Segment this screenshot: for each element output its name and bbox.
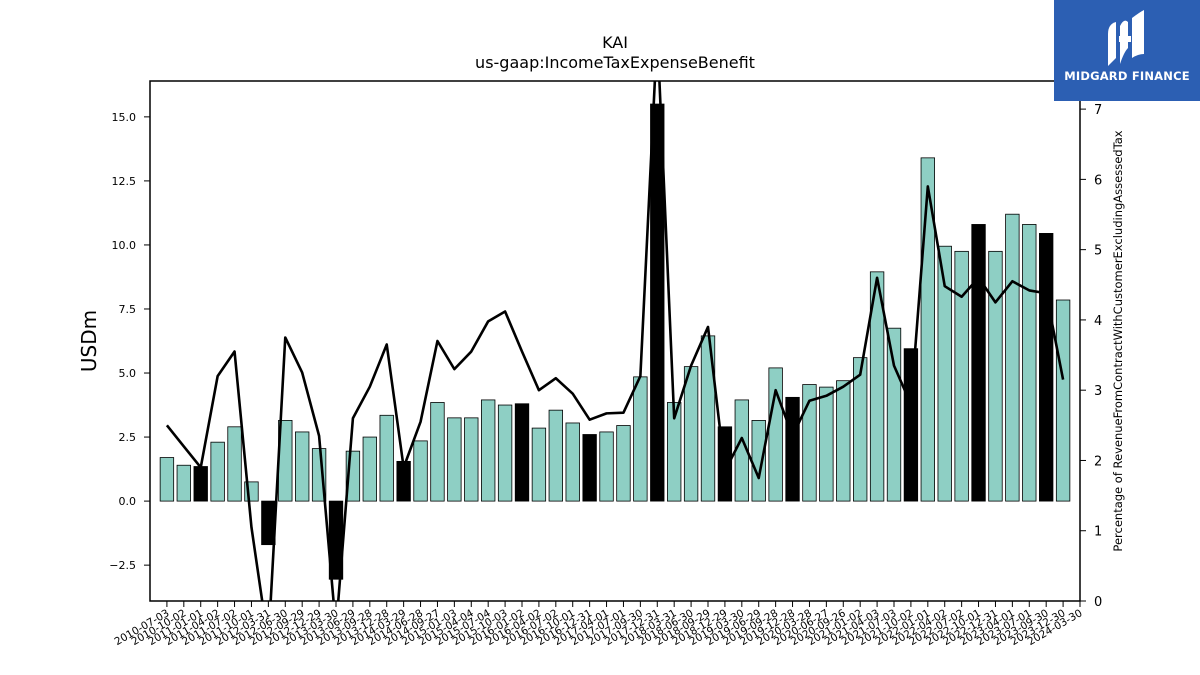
bar-2023-12-30 — [1055, 299, 1071, 502]
bar-2012-09-29 — [295, 431, 310, 502]
bar-2020-03-28 — [802, 384, 817, 502]
y-tick-label: 7.5 — [119, 303, 137, 316]
bar-2013-12-28 — [379, 414, 394, 502]
bar-2011-07-02 — [227, 426, 242, 502]
midgard-finance-logo: MIDGARD FINANCE — [1054, 0, 1200, 101]
bar-2019-06-29 — [751, 420, 766, 502]
bar-2017-07-01 — [616, 425, 631, 502]
y-axis-label: USDm — [77, 310, 101, 372]
bar-2016-12-31 — [582, 434, 597, 502]
y-tick-label: −2.5 — [109, 559, 136, 572]
bar-2021-04-03 — [869, 271, 885, 502]
y2-tick-label: 5 — [1094, 244, 1102, 259]
y2-tick-label: 1 — [1094, 525, 1102, 540]
bar-2023-04-01 — [1005, 213, 1020, 502]
bar-2016-07-02 — [548, 409, 563, 502]
bar-2016-04-02 — [531, 427, 547, 502]
percentage-series — [165, 81, 1065, 601]
bar-2011-04-02 — [210, 441, 225, 502]
y-tick-label: 5.0 — [119, 367, 137, 380]
y-tick-label: 2.5 — [119, 431, 137, 444]
bar-2023-07-01 — [1022, 224, 1037, 502]
y-tick-label: 15.0 — [112, 111, 137, 124]
bar-series — [159, 103, 1071, 580]
midgard-logo-icon — [1108, 10, 1144, 66]
bar-2020-06-27 — [819, 386, 834, 502]
y2-tick-label: 0 — [1094, 595, 1102, 610]
bar-2020-09-26 — [836, 380, 851, 502]
bar-2015-07-04 — [481, 399, 496, 502]
bar-2023-09-30 — [1039, 233, 1054, 502]
bar-2016-10-01 — [565, 422, 580, 502]
bar-2022-07-02 — [954, 250, 969, 502]
bar-2021-07-03 — [886, 327, 902, 502]
x-axis-ticks: 2010-07-032010-10-022011-01-012011-04-02… — [113, 601, 1085, 648]
y2-tick-label: 7 — [1094, 103, 1102, 118]
bar-2017-09-30 — [633, 376, 648, 502]
chart-title: KAI — [602, 33, 628, 52]
y-tick-label: 0.0 — [119, 495, 137, 508]
percentage-line — [165, 81, 1065, 601]
y2-axis-ticks: 0 1 2 3 4 5 6 7 — [1080, 103, 1102, 610]
plot-frame — [149, 80, 1081, 602]
logo-text: MIDGARD FINANCE — [1064, 69, 1190, 83]
bar-2019-12-28 — [785, 396, 800, 502]
y-axis-ticks: −2.5 0.0 2.5 5.0 7.5 10.0 12.5 15.0 — [109, 111, 150, 572]
bar-2015-10-03 — [497, 404, 513, 502]
bar-2022-12-31 — [988, 250, 1003, 502]
chart-subtitle: us-gaap:IncomeTaxExpenseBenefit — [475, 53, 755, 72]
bar-2016-01-02 — [514, 403, 530, 502]
bar-2015-01-03 — [447, 417, 462, 502]
bar-2022-10-01 — [971, 224, 986, 502]
bar-2021-10-02 — [903, 348, 919, 502]
bar-2015-04-04 — [464, 417, 479, 502]
y2-tick-label: 4 — [1094, 314, 1102, 329]
bar-2010-10-02 — [176, 464, 191, 502]
bar-2010-07-03 — [159, 457, 175, 502]
bar-2017-04-01 — [599, 431, 614, 502]
y-tick-label: 12.5 — [112, 175, 137, 188]
bar-2013-09-28 — [362, 436, 377, 502]
bar-2017-12-31 — [650, 103, 665, 502]
bar-2022-04-02 — [937, 245, 952, 502]
bar-2014-06-28 — [413, 440, 428, 502]
y2-axis-label: Percentage of RevenueFromContractWithCus… — [1111, 130, 1125, 551]
y2-tick-label: 3 — [1094, 384, 1102, 399]
bar-2018-06-30 — [683, 366, 699, 502]
bar-2014-09-27 — [430, 402, 445, 502]
y2-tick-label: 6 — [1094, 173, 1102, 188]
bar-2011-01-01 — [193, 466, 208, 502]
bar-2021-01-02 — [853, 357, 868, 502]
y2-tick-label: 2 — [1094, 454, 1102, 469]
bar-2019-09-28 — [768, 367, 783, 502]
y-tick-label: 10.0 — [112, 239, 137, 252]
